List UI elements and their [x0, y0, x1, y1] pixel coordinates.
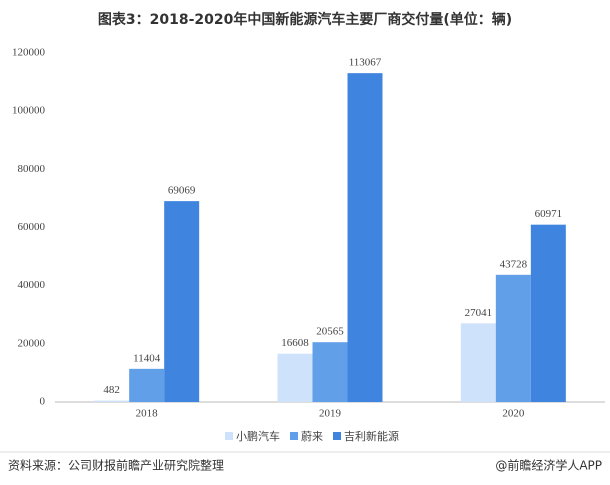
bar — [347, 73, 383, 402]
legend-label: 蔚来 — [301, 430, 323, 443]
y-tick-label: 60000 — [18, 221, 46, 233]
value-label: 69069 — [168, 185, 196, 197]
value-label: 20565 — [316, 326, 344, 338]
x-tick-label: 2018 — [136, 408, 159, 420]
bar — [277, 353, 313, 402]
bar — [460, 323, 496, 402]
bar — [312, 342, 348, 402]
y-tick-label: 0 — [40, 396, 46, 408]
legend-swatch — [333, 432, 341, 440]
value-label: 113067 — [349, 57, 382, 69]
y-tick-label: 80000 — [18, 163, 46, 175]
value-label: 60971 — [535, 208, 563, 220]
y-tick-label: 40000 — [18, 279, 46, 291]
value-label: 27041 — [465, 307, 493, 319]
credit: @前瞻经济学人APP — [495, 458, 602, 473]
value-label: 43728 — [500, 258, 528, 270]
legend-label: 吉利新能源 — [344, 429, 399, 443]
y-tick-label: 120000 — [12, 47, 46, 59]
bar — [129, 368, 165, 402]
source: 资料来源：公司财报前瞻产业研究院整理 — [8, 458, 224, 473]
x-tick-label: 2020 — [502, 408, 525, 420]
bar — [495, 274, 531, 402]
y-tick-label: 20000 — [18, 337, 46, 349]
bar — [530, 224, 566, 402]
bar — [164, 201, 200, 402]
y-tick-label: 100000 — [12, 105, 46, 117]
chart-title: 图表3：2018-2020年中国新能源汽车主要厂商交付量(单位：辆) — [98, 11, 512, 28]
value-label: 11404 — [133, 352, 161, 364]
legend-label: 小鹏汽车 — [236, 429, 280, 443]
legend-swatch — [225, 432, 233, 440]
value-label: 16608 — [281, 337, 309, 349]
legend-swatch — [290, 432, 298, 440]
value-label: 482 — [103, 384, 120, 396]
bar — [94, 400, 130, 402]
x-tick-label: 2019 — [319, 408, 342, 420]
